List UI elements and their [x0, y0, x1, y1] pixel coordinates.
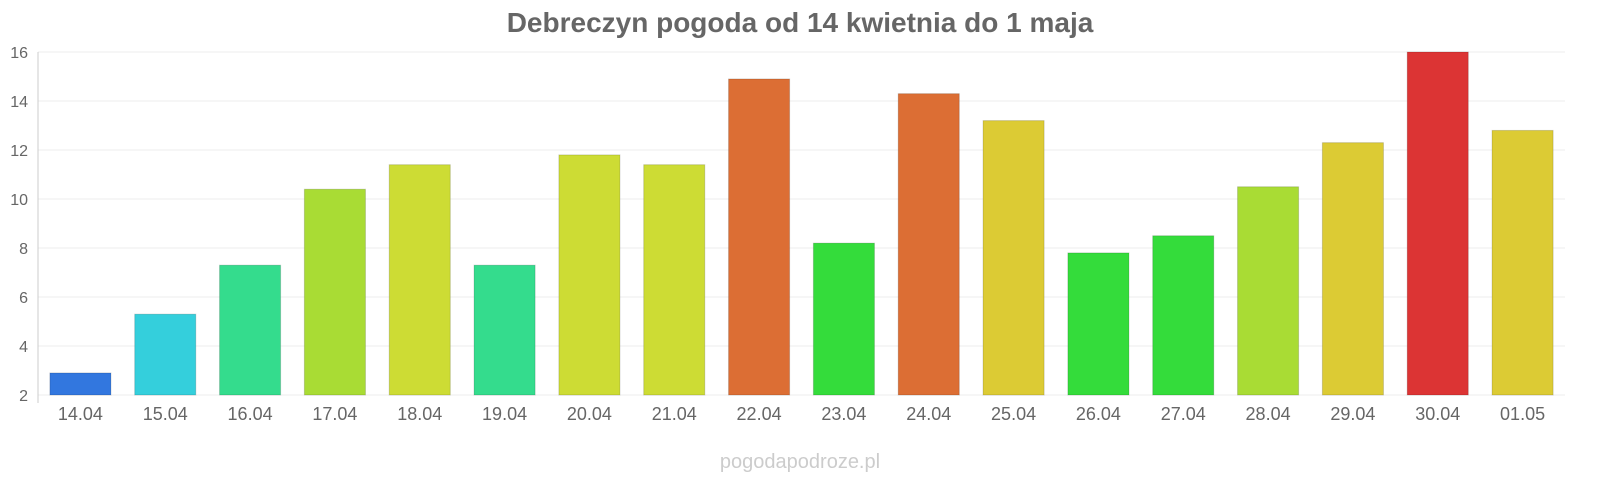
y-tick-label: 6	[19, 290, 28, 307]
x-tick-label: 16.04	[228, 404, 273, 424]
grid-layer	[38, 51, 1565, 396]
bar-29.04	[1321, 142, 1384, 396]
x-tick-label: 17.04	[312, 404, 357, 424]
x-tick-label: 20.04	[567, 404, 612, 424]
x-tick-label: 23.04	[821, 404, 866, 424]
y-tick-label: 10	[10, 192, 28, 209]
y-tick-label: 2	[19, 388, 28, 405]
bar-16.04	[219, 264, 282, 396]
bar-21.04	[643, 164, 706, 396]
x-tick-label: 30.04	[1415, 404, 1460, 424]
bar-26.04	[1067, 252, 1130, 396]
x-tick-label: 19.04	[482, 404, 527, 424]
bar-25.04	[982, 120, 1045, 396]
y-tick-label: 12	[10, 143, 28, 160]
y-tick-label: 16	[10, 45, 28, 62]
x-tick-label: 27.04	[1161, 404, 1206, 424]
bar-24.04	[897, 93, 960, 396]
bar-30.04	[1406, 51, 1469, 396]
x-tick-label: 26.04	[1076, 404, 1121, 424]
bars	[49, 51, 1554, 396]
credit-text: pogodapodroze.pl	[720, 451, 880, 473]
y-tick-label: 14	[10, 94, 28, 111]
chart-title: Debreczyn pogoda od 14 kwietnia do 1 maj…	[507, 7, 1094, 38]
x-tick-label: 18.04	[397, 404, 442, 424]
bar-28.04	[1237, 186, 1300, 396]
x-tick-label: 24.04	[906, 404, 951, 424]
x-tick-label: 01.05	[1500, 404, 1545, 424]
x-tick-label: 25.04	[991, 404, 1036, 424]
x-tick-label: 28.04	[1246, 404, 1291, 424]
bar-27.04	[1152, 235, 1215, 396]
x-axis-ticks: 14.04 15.04 16.04 17.04 18.04 19.04 20.04 21.04…	[58, 404, 1545, 424]
bar-19.04	[473, 264, 536, 396]
x-tick-label: 22.04	[737, 404, 782, 424]
bar-14.04	[49, 372, 112, 396]
bar-22.04	[728, 78, 791, 396]
x-tick-label: 15.04	[143, 404, 188, 424]
y-axis-ticks: 2 4 6 8 10 12 14 16	[10, 45, 28, 405]
bar-15.04	[134, 313, 197, 396]
bar-01.05	[1491, 129, 1554, 396]
bar-23.04	[812, 242, 875, 396]
x-tick-label: 21.04	[652, 404, 697, 424]
bar-20.04	[558, 154, 621, 396]
y-tick-label: 4	[19, 339, 28, 356]
y-tick-label: 8	[19, 241, 28, 258]
x-tick-label: 29.04	[1330, 404, 1375, 424]
x-tick-label: 14.04	[58, 404, 103, 424]
bar-17.04	[303, 188, 366, 396]
bar-18.04	[388, 164, 451, 396]
